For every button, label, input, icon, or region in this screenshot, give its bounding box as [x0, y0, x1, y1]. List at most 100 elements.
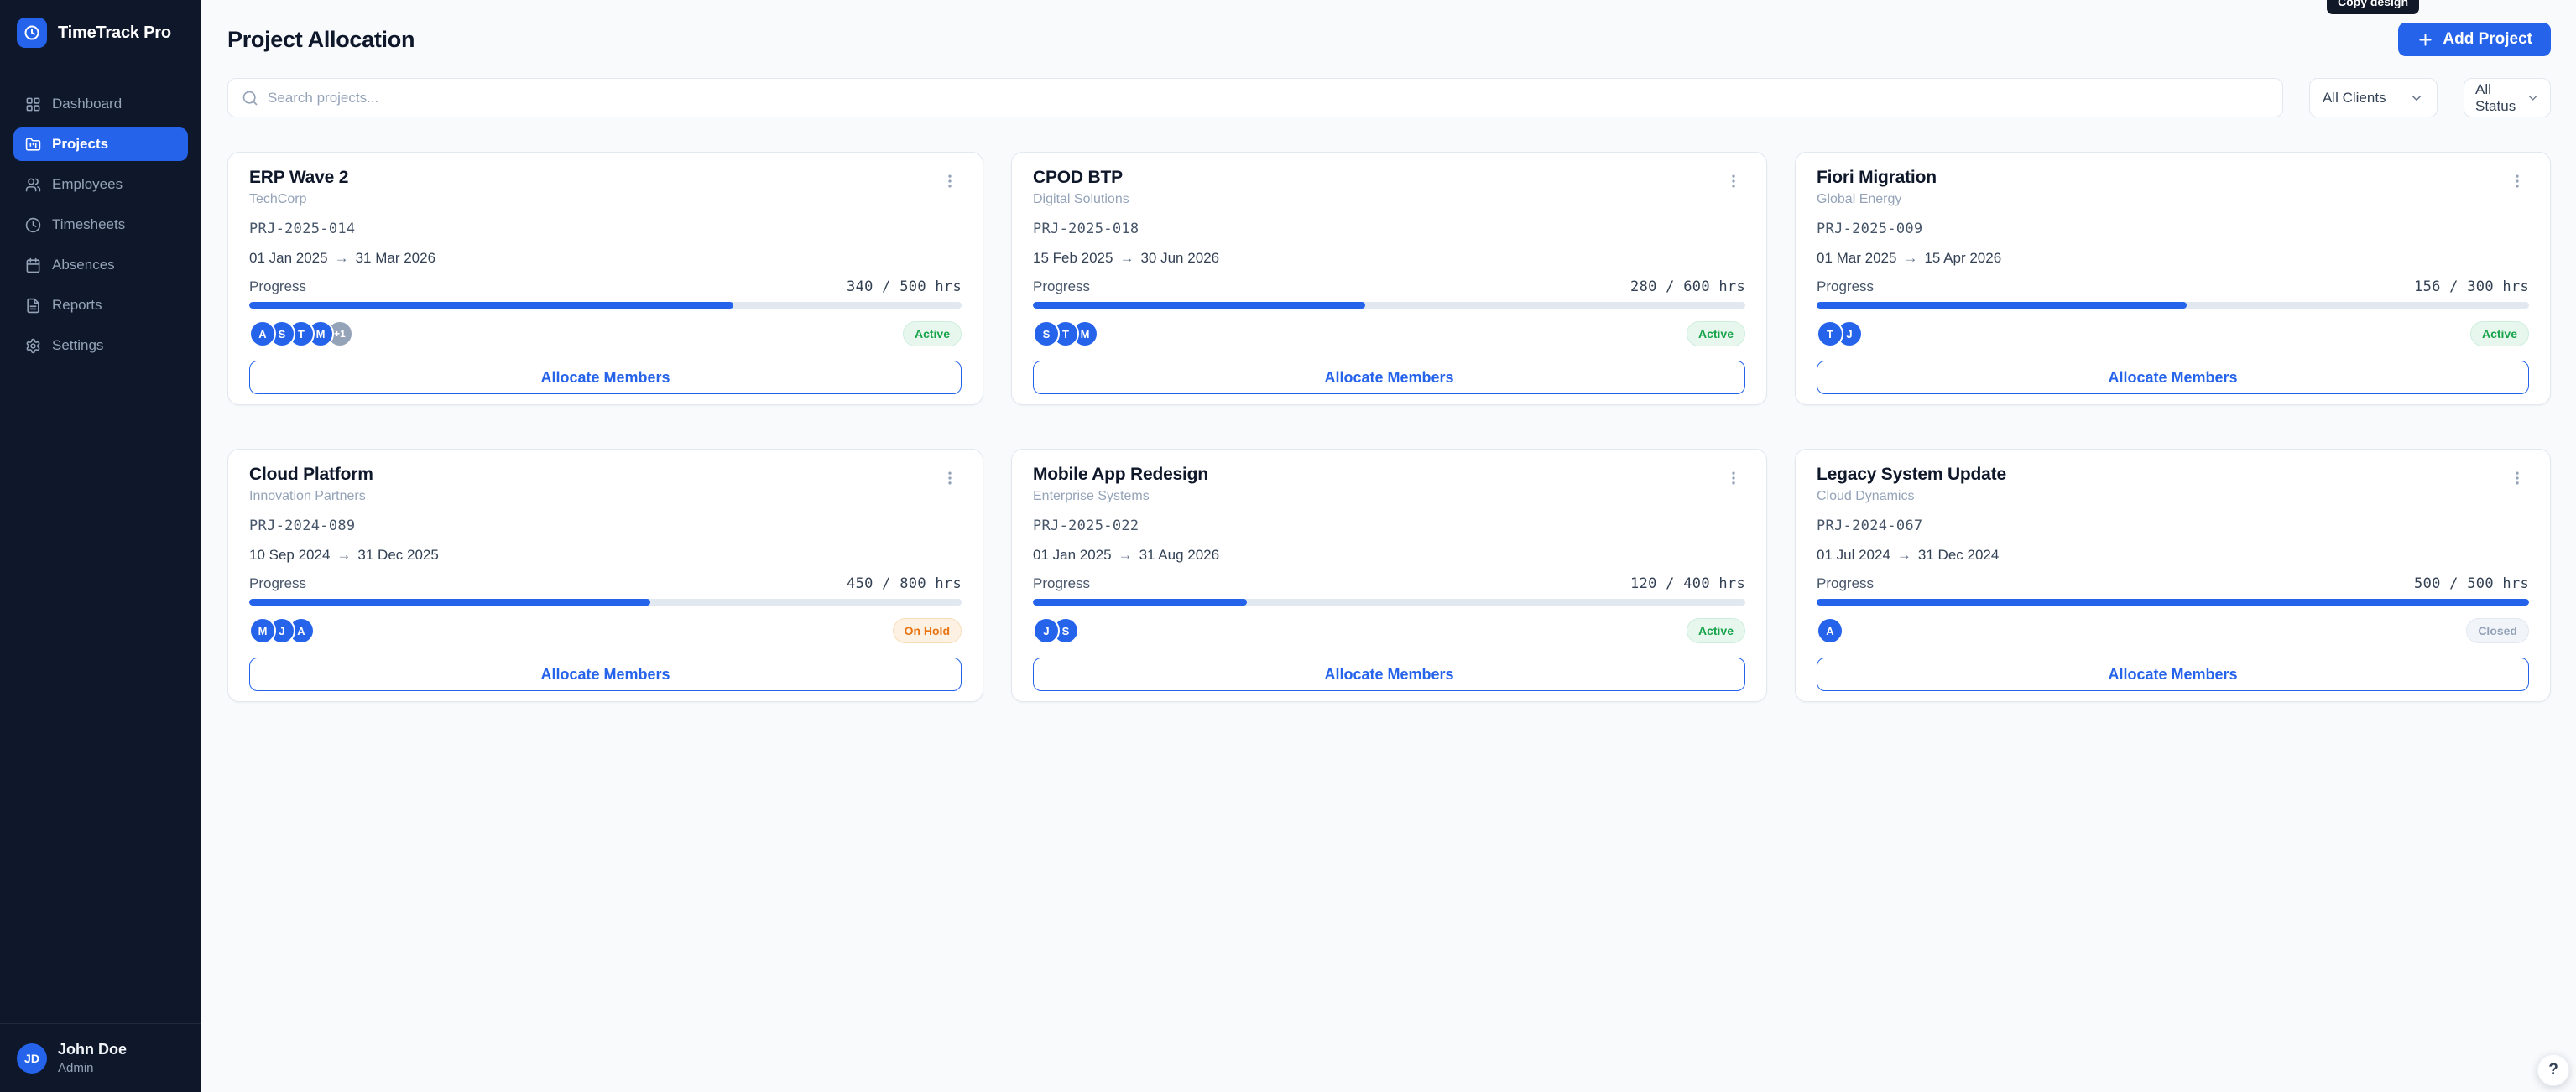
end-date: 31 Dec 2024 [1917, 547, 2000, 563]
calendar-icon [26, 257, 40, 273]
member-avatar: A [1817, 617, 1843, 644]
kebab-icon [948, 471, 952, 485]
project-title: Legacy System Update [1817, 465, 2006, 484]
project-title: CPOD BTP [1033, 168, 1123, 187]
project-code: PRJ-2025-022 [1033, 517, 1139, 534]
kebab-icon [2516, 174, 2519, 188]
user-profile[interactable]: JD John Doe Admin [0, 1023, 201, 1092]
project-client: Global Energy [1817, 192, 1902, 206]
start-date: 10 Sep 2024 [249, 547, 331, 563]
arrow-right-icon: → [1903, 250, 1918, 266]
project-card: Fiori Migration Global Energy PRJ-2025-0… [1795, 152, 2551, 405]
folder-icon [25, 138, 41, 151]
end-date: 30 Jun 2026 [1140, 250, 1220, 266]
allocate-members-button[interactable]: Allocate Members [1817, 658, 2529, 691]
status-badge: Active [2469, 321, 2529, 346]
progress-value: 500 / 500 hrs [2414, 575, 2529, 592]
start-date: 01 Jul 2024 [1817, 547, 1890, 563]
card-menu-button[interactable] [2506, 466, 2529, 490]
sidebar-item-employees[interactable]: Employees [13, 168, 188, 201]
sidebar-item-settings[interactable]: Settings [13, 329, 188, 362]
clock-icon [25, 217, 41, 232]
allocate-members-button[interactable]: Allocate Members [1033, 658, 1745, 691]
sidebar-item-label: Dashboard [52, 96, 123, 112]
sidebar-item-dashboard[interactable]: Dashboard [13, 87, 188, 121]
search-icon [242, 91, 258, 105]
progress-bar-fill [1817, 302, 2188, 309]
member-avatar: A [249, 320, 276, 347]
status-filter-value: All Status [2475, 81, 2516, 114]
arrow-right-icon: → [334, 250, 349, 266]
progress-bar [249, 302, 962, 309]
kebab-icon [1732, 174, 1735, 188]
add-project-label: Add Project [2443, 30, 2532, 48]
progress-value: 340 / 500 hrs [847, 278, 962, 295]
project-title: Cloud Platform [249, 465, 373, 484]
project-title: Mobile App Redesign [1033, 465, 1208, 484]
add-project-button[interactable]: Add Project [2398, 23, 2551, 56]
brand-name: TimeTrack Pro [58, 23, 171, 42]
clients-filter-select[interactable]: All Clients [2309, 78, 2438, 117]
project-code: PRJ-2025-009 [1817, 221, 1923, 237]
project-client: Digital Solutions [1033, 192, 1129, 206]
sidebar-nav: Dashboard Projects Employees Timesheets … [0, 65, 201, 391]
project-client: Innovation Partners [249, 489, 366, 503]
project-dates: 01 Jul 2024 → 31 Dec 2024 [1817, 547, 2529, 564]
search-input[interactable] [268, 89, 2269, 107]
user-role: Admin [58, 1061, 94, 1075]
avatar-stack: A [1817, 617, 1843, 644]
search-box [227, 78, 2283, 117]
project-client: Enterprise Systems [1033, 489, 1150, 503]
allocate-members-button[interactable]: Allocate Members [1033, 361, 1745, 394]
progress-value: 280 / 600 hrs [1630, 278, 1745, 295]
card-menu-button[interactable] [2506, 169, 2529, 193]
progress-bar [1817, 302, 2529, 309]
project-code: PRJ-2024-067 [1817, 517, 1923, 534]
progress-bar [1817, 599, 2529, 606]
progress-label: Progress [249, 575, 307, 591]
project-card: Cloud Platform Innovation Partners PRJ-2… [227, 449, 983, 702]
sidebar: TimeTrack Pro Dashboard Projects Employe… [0, 0, 201, 1092]
dashboard-icon [26, 97, 40, 111]
plus-icon [2419, 33, 2432, 46]
status-filter-select[interactable]: All Status [2464, 78, 2551, 117]
allocate-members-button[interactable]: Allocate Members [249, 361, 962, 394]
card-menu-button[interactable] [938, 466, 962, 490]
help-button[interactable]: ? [2537, 1054, 2569, 1086]
end-date: 15 Apr 2026 [1924, 250, 2002, 266]
clients-filter-value: All Clients [2323, 89, 2386, 106]
page-title: Project Allocation [227, 26, 415, 52]
card-menu-button[interactable] [938, 169, 962, 193]
project-code: PRJ-2025-018 [1033, 221, 1139, 237]
project-card: CPOD BTP Digital Solutions PRJ-2025-018 … [1011, 152, 1767, 405]
progress-bar-fill [1817, 599, 2529, 606]
progress-label: Progress [1817, 278, 1875, 294]
card-menu-button[interactable] [1722, 169, 1745, 193]
member-avatar: J [1033, 617, 1060, 644]
app-logo [17, 18, 47, 48]
start-date: 01 Jan 2025 [249, 250, 328, 266]
project-title: ERP Wave 2 [249, 168, 349, 187]
main-content: Copy design Project Allocation Add Proje… [201, 0, 2576, 1092]
member-avatar: T [1817, 320, 1843, 347]
allocate-members-button[interactable]: Allocate Members [1817, 361, 2529, 394]
sidebar-item-label: Employees [52, 176, 123, 192]
allocate-members-button[interactable]: Allocate Members [249, 658, 962, 691]
sidebar-item-projects[interactable]: Projects [13, 127, 188, 161]
progress-bar-fill [249, 599, 650, 606]
sidebar-item-absences[interactable]: Absences [13, 248, 188, 282]
user-name: John Doe [58, 1041, 128, 1058]
kebab-icon [948, 174, 952, 188]
sidebar-item-timesheets[interactable]: Timesheets [13, 208, 188, 242]
start-date: 01 Jan 2025 [1033, 547, 1112, 563]
status-badge: Active [902, 321, 962, 346]
project-grid: ERP Wave 2 TechCorp PRJ-2025-014 01 Jan … [227, 152, 2551, 702]
status-badge: On Hold [892, 618, 962, 643]
start-date: 15 Feb 2025 [1033, 250, 1113, 266]
toolbar: All Clients All Status [227, 78, 2551, 117]
card-menu-button[interactable] [1722, 466, 1745, 490]
copy-design-tooltip: Copy design [2326, 0, 2419, 14]
sidebar-item-reports[interactable]: Reports [13, 289, 188, 322]
